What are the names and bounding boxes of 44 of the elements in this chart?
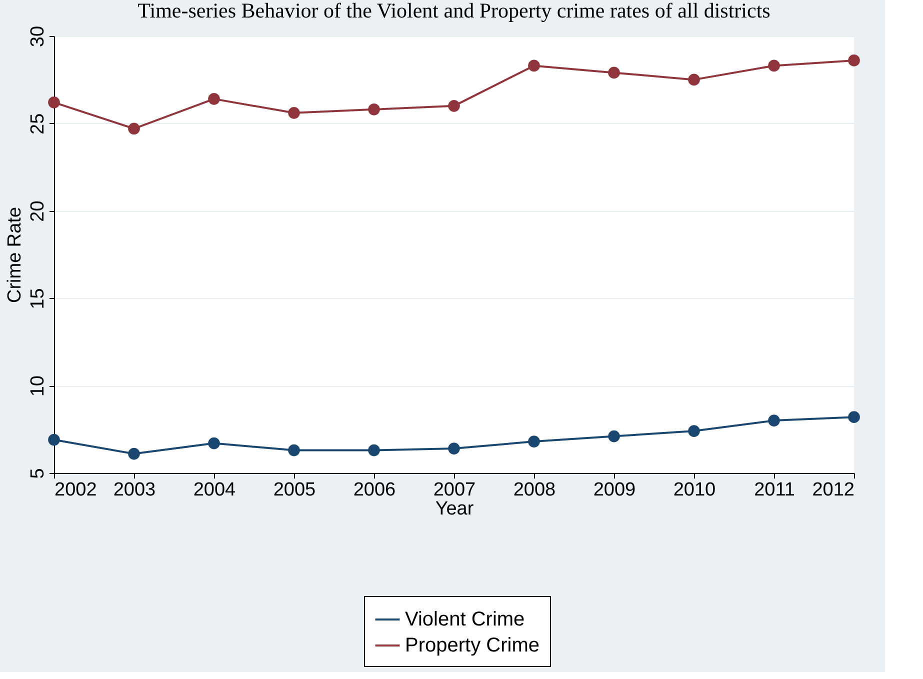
x-tick-label: 2002 (54, 480, 97, 500)
x-axis-title: Year (435, 498, 474, 520)
legend-label: Property Crime (405, 634, 540, 656)
point (288, 107, 300, 119)
chart-title: Time-series Behavior of the Violent and Property crime rates of all districts (138, 0, 770, 22)
y-tick-label: 15 (28, 288, 48, 310)
point (48, 434, 60, 446)
point (528, 60, 540, 72)
point (368, 444, 380, 456)
point (768, 414, 780, 426)
x-tick-label: 2006 (353, 480, 396, 500)
point (288, 444, 300, 456)
point (848, 411, 860, 423)
point (688, 74, 700, 86)
point (848, 54, 860, 66)
y-tick-label: 30 (28, 26, 48, 48)
legend-label: Violent Crime (405, 608, 525, 630)
x-tick-label: 2004 (193, 480, 236, 500)
point (128, 448, 140, 460)
point (128, 122, 140, 135)
x-tick-label: 2005 (273, 480, 316, 500)
point (688, 425, 700, 437)
point (608, 430, 620, 442)
y-axis-title: Crime Rate (4, 206, 26, 304)
y-tick-label: 10 (28, 376, 48, 397)
point (208, 437, 220, 450)
x-tick-label: 2012 (812, 480, 854, 500)
x-tick-label: 2003 (113, 480, 156, 500)
x-tick-label: 2011 (754, 480, 795, 500)
point (448, 442, 460, 454)
y-tick-label: 5 (28, 468, 48, 479)
x-tick-label: 2007 (433, 480, 476, 500)
point (608, 66, 620, 79)
point (528, 436, 540, 448)
y-tick-label: 25 (28, 113, 48, 134)
point (448, 100, 460, 112)
point (48, 96, 60, 108)
y-tick-label: 20 (28, 200, 48, 222)
point (368, 104, 380, 116)
point (208, 93, 220, 105)
x-tick-label: 2009 (593, 480, 636, 500)
x-tick-label: 2008 (513, 480, 556, 500)
point (768, 60, 780, 72)
x-tick-label: 2010 (673, 480, 716, 500)
